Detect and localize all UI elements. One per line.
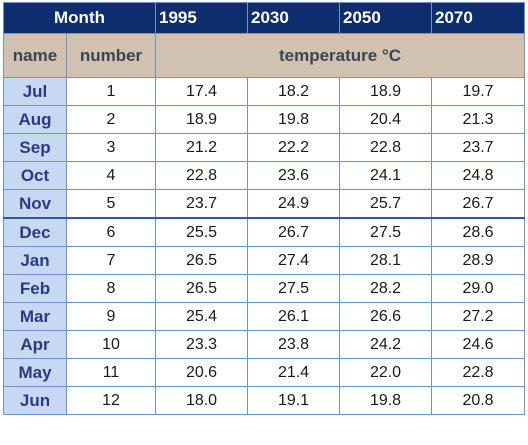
- month-name-cell: Apr: [3, 330, 67, 359]
- year-header-2030: 2030: [247, 2, 341, 34]
- temperature-cell-2030: 22.2: [247, 133, 341, 162]
- month-header: Month: [2, 2, 157, 34]
- temperature-cell-2050: 27.5: [339, 217, 433, 247]
- month-name-cell: Jan: [3, 246, 67, 275]
- month-number-cell: 11: [65, 358, 157, 387]
- temperature-cell-2030: 24.9: [247, 189, 341, 219]
- header-row: Month 1995 2030 2050 2070: [2, 2, 526, 34]
- temperature-cell-2050: 28.1: [339, 246, 433, 275]
- table-row: Jul 1 17.4 18.2 18.9 19.7: [3, 77, 526, 106]
- temperature-cell-2050: 22.0: [339, 358, 433, 387]
- temperature-cell-2070: 24.6: [431, 330, 526, 359]
- month-number-cell: 1: [65, 77, 157, 106]
- temperature-cell-2070: 27.2: [431, 302, 526, 331]
- temperature-cell-1995: 26.5: [155, 246, 249, 275]
- temperature-cell-2070: 20.8: [431, 386, 526, 415]
- temperature-cell-2050: 22.8: [339, 133, 433, 162]
- temperature-cell-2050: 19.8: [339, 386, 433, 415]
- table-row: Sep 3 21.2 22.2 22.8 23.7: [3, 133, 526, 162]
- table-row: Jan 7 26.5 27.4 28.1 28.9: [3, 246, 526, 275]
- name-header: name: [3, 33, 67, 78]
- temperature-cell-2070: 28.9: [431, 246, 526, 275]
- temperature-cell-2030: 21.4: [247, 358, 341, 387]
- temperature-cell-2030: 26.1: [247, 302, 341, 331]
- month-name-cell: Jun: [3, 386, 67, 415]
- temperature-cell-2070: 29.0: [431, 274, 526, 303]
- month-number-cell: 4: [65, 161, 157, 190]
- temperature-cell-2070: 24.8: [431, 161, 526, 190]
- month-number-cell: 3: [65, 133, 157, 162]
- month-name-cell: Aug: [3, 105, 67, 134]
- temperature-cell-1995: 22.8: [155, 161, 249, 190]
- temperature-cell-1995: 20.6: [155, 358, 249, 387]
- temperature-cell-2070: 28.6: [431, 217, 526, 247]
- month-number-cell: 5: [65, 189, 157, 219]
- month-name-cell: Sep: [3, 133, 67, 162]
- temperature-cell-2030: 19.8: [247, 105, 341, 134]
- temperature-cell-2030: 26.7: [247, 217, 341, 247]
- temperature-cell-2070: 26.7: [431, 189, 526, 219]
- table-row: Apr 10 23.3 23.8 24.2 24.6: [3, 330, 526, 359]
- temperature-table-container: Month 1995 2030 2050 2070 name number te…: [2, 2, 526, 415]
- temperature-cell-2070: 21.3: [431, 105, 526, 134]
- table-row: Mar 9 25.4 26.1 26.6 27.2: [3, 302, 526, 331]
- month-name-cell: May: [3, 358, 67, 387]
- table-row: Oct 4 22.8 23.6 24.1 24.8: [3, 161, 526, 190]
- table-row: Jun 12 18.0 19.1 19.8 20.8: [3, 386, 526, 415]
- temperature-cell-1995: 18.9: [155, 105, 249, 134]
- month-number-cell: 10: [65, 330, 157, 359]
- temperature-cell-2030: 18.2: [247, 77, 341, 106]
- temperature-cell-1995: 25.5: [155, 217, 249, 247]
- temperature-cell-2050: 18.9: [339, 77, 433, 106]
- temperature-cell-2030: 23.6: [247, 161, 341, 190]
- table-body: Jul 1 17.4 18.2 18.9 19.7 Aug 2 18.9 19.8 20.4 21.3…: [3, 77, 526, 415]
- temperature-cell-2050: 24.1: [339, 161, 433, 190]
- temperature-cell-2050: 26.6: [339, 302, 433, 331]
- number-header: number: [65, 33, 157, 78]
- month-name-cell: Feb: [3, 274, 67, 303]
- month-number-cell: 2: [65, 105, 157, 134]
- table-row: Nov 5 23.7 24.9 25.7 26.7: [3, 189, 526, 219]
- temperature-cell-2030: 19.1: [247, 386, 341, 415]
- temperature-cell-1995: 18.0: [155, 386, 249, 415]
- temperature-cell-2030: 27.4: [247, 246, 341, 275]
- year-header-2070: 2070: [431, 2, 526, 34]
- temperature-cell-1995: 23.3: [155, 330, 249, 359]
- month-number-cell: 9: [65, 302, 157, 331]
- temperature-cell-2050: 24.2: [339, 330, 433, 359]
- temperature-cell-2050: 20.4: [339, 105, 433, 134]
- temperature-cell-1995: 21.2: [155, 133, 249, 162]
- year-header-2050: 2050: [339, 2, 433, 34]
- year-header-1995: 1995: [155, 2, 249, 34]
- table-row: Aug 2 18.9 19.8 20.4 21.3: [3, 105, 526, 134]
- temperature-table: Month 1995 2030 2050 2070 name number te…: [2, 2, 526, 415]
- temperature-cell-2070: 22.8: [431, 358, 526, 387]
- month-number-cell: 8: [65, 274, 157, 303]
- temperature-cell-1995: 23.7: [155, 189, 249, 219]
- temperature-cell-2050: 25.7: [339, 189, 433, 219]
- month-number-cell: 7: [65, 246, 157, 275]
- month-number-cell: 6: [65, 217, 157, 247]
- temperature-header: temperature °C: [155, 33, 526, 78]
- temperature-cell-2070: 19.7: [431, 77, 526, 106]
- month-name-cell: Nov: [3, 189, 67, 219]
- month-name-cell: Jul: [3, 77, 67, 106]
- month-name-cell: Oct: [3, 161, 67, 190]
- table-row: Feb 8 26.5 27.5 28.2 29.0: [3, 274, 526, 303]
- month-name-cell: Mar: [3, 302, 67, 331]
- subheader-row: name number temperature °C: [3, 33, 526, 78]
- temperature-cell-2050: 28.2: [339, 274, 433, 303]
- temperature-cell-1995: 26.5: [155, 274, 249, 303]
- temperature-cell-2030: 27.5: [247, 274, 341, 303]
- table-row: Dec 6 25.5 26.7 27.5 28.6: [3, 217, 526, 247]
- temperature-cell-2030: 23.8: [247, 330, 341, 359]
- temperature-cell-1995: 17.4: [155, 77, 249, 106]
- month-name-cell: Dec: [3, 217, 67, 247]
- month-number-cell: 12: [65, 386, 157, 415]
- table-row: May 11 20.6 21.4 22.0 22.8: [3, 358, 526, 387]
- temperature-cell-2070: 23.7: [431, 133, 526, 162]
- temperature-cell-1995: 25.4: [155, 302, 249, 331]
